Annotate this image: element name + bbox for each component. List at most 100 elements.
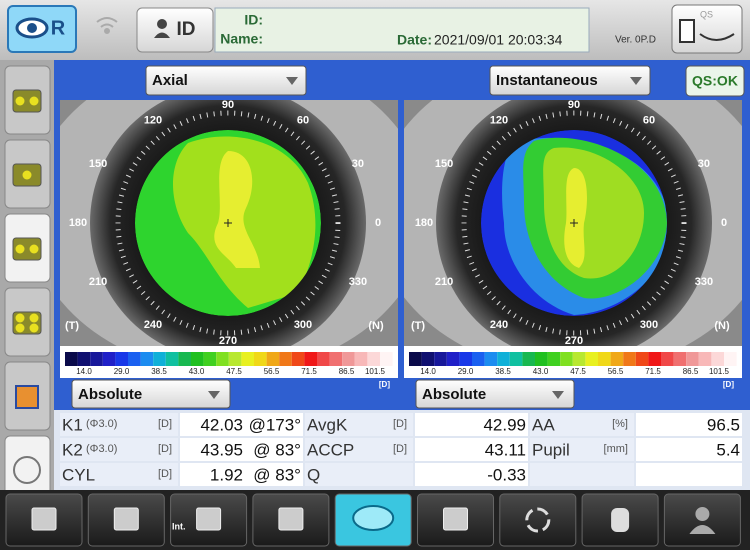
map-type: Axial (152, 72, 188, 89)
scale-swatch (421, 352, 435, 366)
angle-label: 240 (144, 319, 162, 331)
angle-label: 30 (698, 158, 710, 170)
scale-tick: 14.0 (76, 367, 92, 376)
scale-swatch (329, 352, 343, 366)
metric-unit: [D] (393, 418, 407, 430)
scale-swatch (203, 352, 217, 366)
sidebar-icon-dot (15, 323, 25, 333)
scale-tick: 101.5 (365, 367, 386, 376)
sidebar-icon (15, 385, 39, 409)
scale-tick: 43.0 (189, 367, 205, 376)
metric-sub: (Φ3.0) (86, 418, 117, 430)
dropdown[interactable] (415, 379, 575, 409)
scale-swatch (102, 352, 116, 366)
scale-swatch (623, 352, 636, 366)
table-cell (180, 413, 303, 436)
scale-swatch (266, 352, 280, 366)
table-cell (305, 413, 413, 436)
scale-mode: Absolute (422, 386, 486, 403)
eye-button[interactable]: R (7, 5, 77, 53)
map-zone (564, 168, 587, 268)
dropdown-arrow (552, 391, 564, 399)
scale-swatch (585, 352, 598, 366)
eye-label: R (51, 17, 66, 39)
table-cell (180, 438, 303, 461)
metric-unit: [mm] (604, 443, 628, 455)
date-field-label: Date: (397, 32, 432, 48)
scale-swatch (686, 352, 699, 366)
metric-label: K1 (62, 415, 83, 434)
scale-swatch (673, 352, 687, 366)
scale-swatch (367, 352, 380, 366)
scale-tick: 47.5 (570, 367, 586, 376)
side-label-nasal: (N) (714, 320, 730, 332)
table-cell (530, 413, 634, 436)
scale-tick: 56.5 (608, 367, 624, 376)
scale-swatch (560, 352, 573, 366)
angle-label: 0 (375, 217, 381, 229)
scale-swatch (254, 352, 267, 366)
angle-label: 120 (144, 115, 162, 127)
metric-unit: [D] (158, 468, 172, 480)
metric-unit: [%] (612, 418, 628, 430)
table-cells: K1 (Φ3.0) [D] 42.03 @173° AvgK [D] 42.99 AA [%] 96… (60, 413, 742, 486)
scale-swatch (216, 352, 229, 366)
table-cell (636, 438, 742, 461)
angle-label: 0 (721, 217, 727, 229)
sidebar-icon-dot (29, 323, 39, 333)
table-cell (530, 438, 634, 461)
name-field-label: Name: (220, 31, 263, 47)
scale-tick: 56.5 (264, 367, 280, 376)
scale-swatch (698, 352, 712, 366)
metric-label: ACCP (307, 440, 354, 459)
metric-label: CYL (62, 465, 95, 484)
sidebar-buttons (4, 65, 51, 505)
table-cell (415, 413, 528, 436)
scale-swatch (128, 352, 141, 366)
toolbar-icon (278, 507, 304, 531)
scale-swatch (165, 352, 179, 366)
angle-label: 270 (565, 335, 583, 347)
dropdown[interactable] (145, 65, 307, 96)
scale-swatch (572, 352, 586, 366)
id-button[interactable]: ID (136, 7, 214, 53)
scale-tick: 43.0 (533, 367, 549, 376)
angle-ring (461, 110, 687, 336)
toolbar-button[interactable] (499, 493, 577, 547)
toolbar-icon (113, 507, 139, 531)
table-cell (636, 413, 742, 436)
metric-value: 42.99 (483, 415, 526, 434)
metric-label: K2 (62, 440, 83, 459)
scale-swatch (342, 352, 355, 366)
scale-swatch (90, 352, 103, 366)
toolbar-icon (525, 507, 551, 533)
angle-ring (115, 110, 341, 336)
angle-label: 120 (490, 115, 508, 127)
scale-swatch (434, 352, 447, 366)
sidebar-icon-dot (29, 313, 39, 323)
angle-label: 210 (89, 276, 107, 288)
scale-swatch (354, 352, 368, 366)
scale-swatch (304, 352, 317, 366)
scale-tick: 38.5 (495, 367, 511, 376)
scale-swatch (153, 352, 166, 366)
scale-unit: [D] (723, 380, 734, 389)
metric-unit: [D] (158, 418, 172, 430)
dropdown[interactable] (489, 65, 651, 96)
qs-status-label: QS:OK (692, 73, 738, 89)
scale-swatch (291, 352, 305, 366)
side-label-nasal: (N) (368, 320, 384, 332)
scale-swatch (77, 352, 91, 366)
int-label: Int. (172, 521, 186, 531)
scale-swatch (228, 352, 242, 366)
angle-label: 90 (222, 99, 234, 111)
left-eye-button[interactable]: QS (671, 4, 743, 54)
scale-swatch (535, 352, 548, 366)
scale-swatch (409, 352, 422, 366)
map-zone (173, 136, 316, 308)
qs-status[interactable]: QS:OK (685, 65, 745, 97)
dropdown[interactable] (71, 379, 231, 409)
dropdown-arrow (208, 391, 220, 399)
scale-swatch (446, 352, 460, 366)
